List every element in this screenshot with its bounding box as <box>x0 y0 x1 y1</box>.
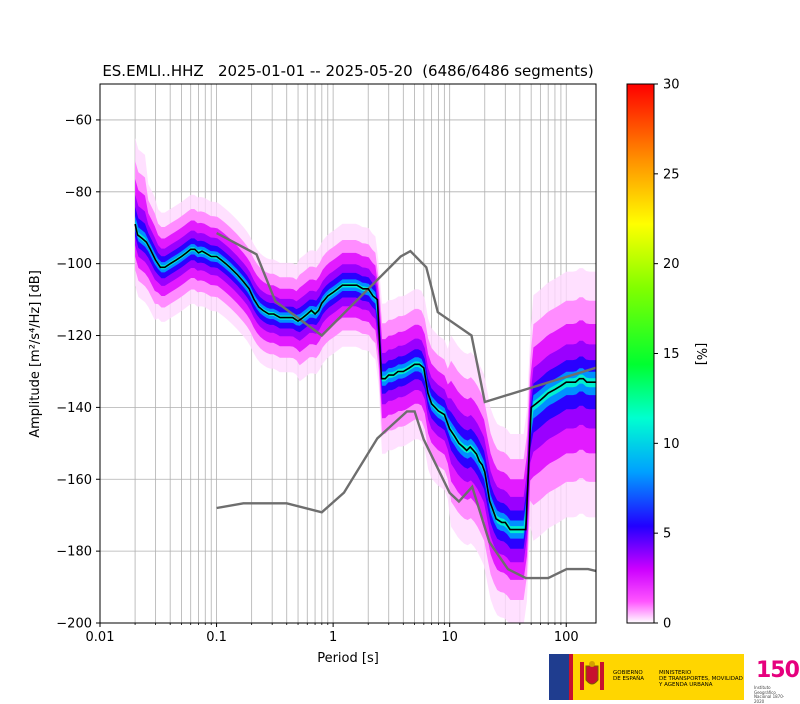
colorbar-tick-label: 25 <box>663 167 680 182</box>
flag-stripe <box>569 654 573 700</box>
mode-curve-group <box>134 223 596 531</box>
x-tick-label: 1 <box>329 630 337 645</box>
x-tick-label: 0.01 <box>86 630 115 645</box>
eu-flag-icon <box>549 654 569 700</box>
density-band <box>135 216 596 539</box>
colorbar-tick-label: 15 <box>663 347 680 362</box>
colorbar-tick-label: 5 <box>663 527 671 542</box>
colorbar <box>626 83 655 624</box>
x-tick-label: 0.1 <box>206 630 227 645</box>
ign-logo: 150 Instituto Geográfico Nacional 1870-2… <box>754 658 800 703</box>
colorbar-label: [%] <box>693 343 708 366</box>
y-tick-label: −180 <box>56 545 92 560</box>
y-tick-label: −140 <box>56 401 92 416</box>
y-axis-ticks: −60 −80 −100 −120 −140 −160 −180 −200 <box>56 113 100 632</box>
y-axis-label: Amplitude [m²/s⁴/Hz] [dB] <box>28 270 43 438</box>
noise-models <box>216 232 596 580</box>
coat-of-arms-icon <box>580 661 604 690</box>
colorbar-tick-label: 0 <box>663 617 671 632</box>
colorbar-tick-label: 10 <box>663 437 680 452</box>
x-tick-label: 100 <box>554 630 579 645</box>
y-tick-label: −120 <box>56 329 92 344</box>
probability-density-cloud <box>135 138 596 623</box>
colorbar-tick-label: 30 <box>663 78 680 93</box>
y-tick-label: −160 <box>56 473 92 488</box>
nhnm-curve <box>216 232 596 404</box>
gov-text: GOBIERNO DE ESPAÑA <box>613 670 645 682</box>
x-axis-label: Period [s] <box>317 651 379 666</box>
ign-caption: Instituto Geográfico Nacional 1870-2020 <box>754 685 785 704</box>
y-tick-label: −60 <box>65 113 92 128</box>
mode-curve <box>134 223 596 531</box>
chart-title: ES.EMLI..HHZ 2025-01-01 -- 2025-05-20 (6… <box>102 62 593 80</box>
plot-frame <box>99 83 597 624</box>
colorbar-tick-label: 20 <box>663 257 680 272</box>
x-axis-ticks: 0.01 0.1 1 10 100 <box>86 623 579 645</box>
y-tick-label: −100 <box>56 257 92 272</box>
nlnm-curve <box>216 410 596 580</box>
ign-mark: 150 <box>756 658 800 683</box>
ministry-text: MINISTERIO DE TRANSPORTES, MOVILIDAD Y A… <box>659 670 743 688</box>
y-tick-label: −80 <box>65 185 92 200</box>
y-tick-label: −200 <box>56 617 92 632</box>
colorbar-ticks: 0 5 10 15 20 25 30 <box>654 78 680 632</box>
government-logo: GOBIERNO DE ESPAÑA MINISTERIO DE TRANSPO… <box>549 654 744 700</box>
x-tick-label: 10 <box>441 630 458 645</box>
